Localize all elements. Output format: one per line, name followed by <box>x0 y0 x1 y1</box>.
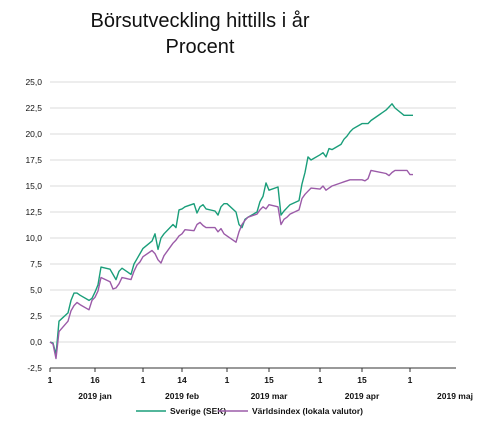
y-tick-label: 20,0 <box>25 129 42 139</box>
y-tick-label: 7,5 <box>30 259 42 269</box>
y-tick-label: -2,5 <box>27 363 42 373</box>
y-tick-label: 22,5 <box>25 103 42 113</box>
y-axis: -2,5 0,0 2,5 5,0 7,5 10,0 12,5 15,0 17,5 20,0 22,5… <box>25 77 42 373</box>
legend-label: Världsindex (lokala valutor) <box>252 406 363 416</box>
chart-subtitle: Procent <box>165 36 235 58</box>
legend-label: Sverige (SEK) <box>170 406 226 416</box>
series-line-sverige <box>49 103 413 356</box>
x-month-label: 2019 feb <box>165 391 199 401</box>
x-tick-label: 15 <box>357 375 367 385</box>
x-month-label: 2019 maj <box>437 391 473 401</box>
x-tick-label: 1 <box>318 375 323 385</box>
y-tick-label: 10,0 <box>25 233 42 243</box>
x-axis: 1 16 1 14 1 15 1 15 1 2019 jan 2019 feb 2019 mar 201… <box>48 367 473 401</box>
x-tick-label: 1 <box>48 375 53 385</box>
x-month-label: 2019 mar <box>251 391 289 401</box>
x-month-label: 2019 apr <box>345 391 380 401</box>
series-lines <box>49 103 413 360</box>
y-tick-label: 15,0 <box>25 181 42 191</box>
x-tick-label: 1 <box>141 375 146 385</box>
x-tick-label: 16 <box>90 375 100 385</box>
x-tick-label: 1 <box>408 375 413 385</box>
x-tick-label: 1 <box>225 375 230 385</box>
chart-title: Börsutveckling hittills i år <box>90 10 310 32</box>
x-tick-label: 14 <box>177 375 187 385</box>
gridlines <box>50 81 456 369</box>
y-tick-label: 12,5 <box>25 207 42 217</box>
y-tick-label: 5,0 <box>30 285 42 295</box>
y-tick-label: 2,5 <box>30 311 42 321</box>
x-tick-label: 15 <box>264 375 274 385</box>
series-line-varldsindex <box>49 169 413 360</box>
y-tick-label: 17,5 <box>25 155 42 165</box>
y-tick-label: 25,0 <box>25 77 42 87</box>
y-tick-label: 0,0 <box>30 337 42 347</box>
x-month-label: 2019 jan <box>78 391 112 401</box>
legend: Sverige (SEK) Världsindex (lokala valutor… <box>136 406 363 416</box>
